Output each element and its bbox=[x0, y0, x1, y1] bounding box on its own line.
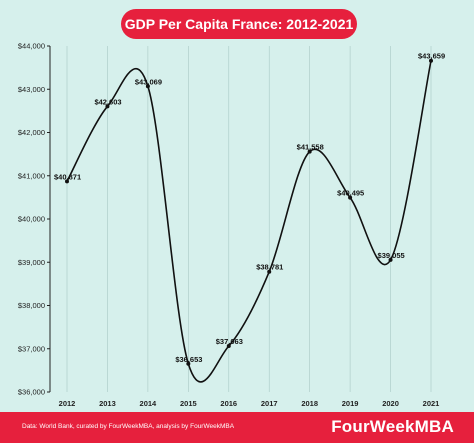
x-tick-label: 2012 bbox=[59, 399, 76, 408]
y-tick-label: $36,000 bbox=[18, 388, 45, 397]
x-tick-label: 2017 bbox=[261, 399, 278, 408]
y-tick-label: $38,000 bbox=[18, 301, 45, 310]
data-label: $37,063 bbox=[216, 337, 243, 346]
footer-brand-logo: FourWeekMBA bbox=[331, 417, 454, 436]
data-label: $40,495 bbox=[337, 189, 364, 198]
data-point bbox=[226, 344, 231, 349]
y-tick-label: $41,000 bbox=[18, 171, 45, 180]
data-label: $42,603 bbox=[94, 97, 121, 106]
data-point bbox=[145, 84, 150, 89]
y-tick-label: $40,000 bbox=[18, 215, 45, 224]
data-point bbox=[105, 104, 110, 109]
y-tick-label: $42,000 bbox=[18, 128, 45, 137]
data-point bbox=[186, 361, 191, 366]
data-point bbox=[65, 179, 69, 184]
x-tick-label: 2015 bbox=[180, 399, 197, 408]
data-label: $39,055 bbox=[378, 251, 405, 260]
data-label: $40,871 bbox=[54, 172, 81, 181]
x-tick-label: 2019 bbox=[342, 399, 359, 408]
data-point bbox=[348, 195, 353, 200]
x-tick-label: 2014 bbox=[140, 399, 158, 408]
footer-bar: Data: World Bank, curated by FourWeekMBA… bbox=[0, 412, 474, 443]
x-tick-label: 2018 bbox=[301, 399, 318, 408]
y-tick-label: $43,000 bbox=[18, 85, 45, 94]
x-tick-label: 2016 bbox=[220, 399, 237, 408]
y-tick-label: $39,000 bbox=[18, 258, 45, 267]
data-label: $43,069 bbox=[135, 77, 162, 86]
x-tick-label: 2013 bbox=[99, 399, 116, 408]
data-label: $38,781 bbox=[256, 263, 283, 272]
data-point bbox=[429, 58, 433, 63]
series-line bbox=[66, 60, 432, 383]
x-tick-label: 2020 bbox=[382, 399, 399, 408]
y-tick-label: $44,000 bbox=[18, 42, 45, 51]
x-tick-label: 2021 bbox=[423, 399, 440, 408]
footer-source-text: Data: World Bank, curated by FourWeekMBA… bbox=[22, 423, 235, 430]
data-point bbox=[267, 269, 272, 274]
data-point bbox=[307, 149, 312, 154]
chart-title: GDP Per Capita France: 2012-2021 bbox=[121, 9, 357, 39]
data-label: $36,653 bbox=[175, 355, 202, 364]
data-label: $41,558 bbox=[297, 143, 324, 152]
y-tick-label: $37,000 bbox=[18, 344, 45, 353]
chart-title-text: GDP Per Capita France: 2012-2021 bbox=[124, 16, 354, 32]
data-point bbox=[388, 257, 393, 262]
data-label: $43,659 bbox=[418, 52, 445, 61]
